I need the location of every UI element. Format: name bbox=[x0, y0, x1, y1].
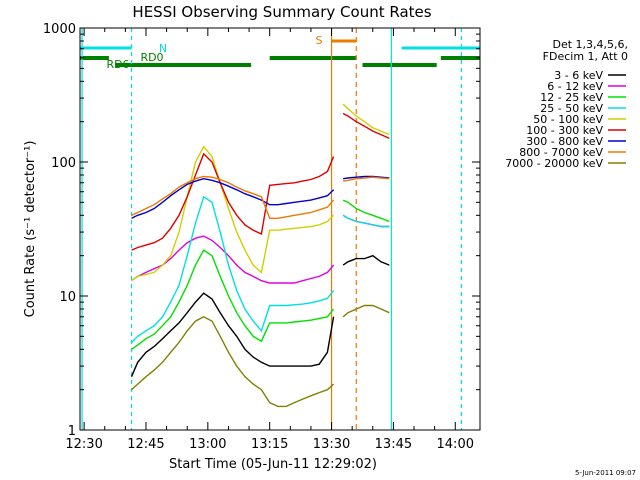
legend-label: 300 - 800 keV bbox=[526, 135, 603, 148]
y-tick-label: 100 bbox=[51, 156, 76, 171]
series-line bbox=[342, 112, 390, 140]
x-tick-label: 13:00 bbox=[189, 437, 226, 452]
chart-title: HESSI Observing Summary Count Rates bbox=[132, 3, 431, 21]
series bbox=[131, 112, 390, 251]
series-layer bbox=[130, 103, 390, 408]
legend-label: 12 - 25 keV bbox=[540, 91, 603, 104]
x-tick-label: 12:45 bbox=[127, 437, 164, 452]
x-tick-label: 13:15 bbox=[251, 437, 288, 452]
series-line bbox=[131, 249, 335, 350]
legend-label: 50 - 100 keV bbox=[533, 113, 603, 126]
attenuator-lines-layer bbox=[81, 28, 463, 430]
legend-label: 100 - 300 keV bbox=[526, 124, 603, 137]
x-tick-label: 14:00 bbox=[437, 437, 474, 452]
x-axis-label: Start Time (05-Jun-11 12:29:02) bbox=[169, 457, 377, 472]
legend-header: Det 1,3,4,5,6, bbox=[552, 38, 628, 51]
series-line bbox=[131, 175, 335, 220]
legend-label: 3 - 6 keV bbox=[554, 69, 603, 82]
x-tick-label: 12:30 bbox=[65, 437, 102, 452]
series-line bbox=[131, 316, 335, 408]
plot-frame bbox=[79, 27, 481, 431]
series-line bbox=[131, 145, 335, 282]
series bbox=[131, 103, 390, 282]
legend-label: 800 - 7000 keV bbox=[519, 146, 603, 159]
series-line bbox=[342, 176, 390, 182]
series bbox=[130, 254, 390, 377]
annotation-label: RD6 bbox=[106, 58, 129, 71]
footer-timestamp: 5-Jun-2011 09:07 bbox=[575, 469, 636, 477]
series bbox=[131, 304, 390, 408]
y-tick-label: 1000 bbox=[43, 22, 76, 37]
legend-header: FDecim 1, Att 0 bbox=[543, 50, 628, 63]
legend-label: 25 - 50 keV bbox=[540, 102, 603, 115]
x-tick-label: 13:45 bbox=[375, 437, 412, 452]
y-tick-label: 10 bbox=[59, 290, 76, 305]
x-tick-label: 13:30 bbox=[313, 437, 350, 452]
y-tick-label: 1 bbox=[68, 424, 76, 439]
axes-layer: 12:30 12:45 13:00 13:15 13:30 13:45 14:00 1 10 10… bbox=[43, 22, 480, 452]
series bbox=[131, 199, 390, 350]
series bbox=[131, 175, 390, 220]
legend-label: 7000 - 20000 keV bbox=[505, 157, 603, 170]
series-line bbox=[342, 199, 390, 223]
series-line bbox=[343, 175, 390, 180]
annotation-label: RD0 bbox=[140, 51, 163, 64]
series-line bbox=[131, 177, 335, 219]
series-line bbox=[342, 103, 390, 136]
legend-label: 6 - 12 keV bbox=[547, 80, 603, 93]
legend: Det 1,3,4,5,6,FDecim 1, Att 0 3 - 6 keV6 … bbox=[505, 38, 628, 170]
annotation-label: S bbox=[316, 34, 323, 47]
y-axis-label: Count Rate (s⁻¹ detector⁻¹) bbox=[23, 141, 38, 318]
annotation-label: N bbox=[159, 42, 167, 55]
series bbox=[131, 214, 390, 284]
series bbox=[131, 195, 390, 343]
series-line bbox=[131, 195, 335, 343]
series-line bbox=[342, 214, 390, 228]
series-line bbox=[131, 152, 335, 251]
series-line bbox=[342, 214, 390, 228]
series bbox=[131, 175, 390, 219]
series-line bbox=[342, 304, 390, 318]
series-line bbox=[130, 292, 335, 377]
series-line bbox=[342, 254, 390, 266]
